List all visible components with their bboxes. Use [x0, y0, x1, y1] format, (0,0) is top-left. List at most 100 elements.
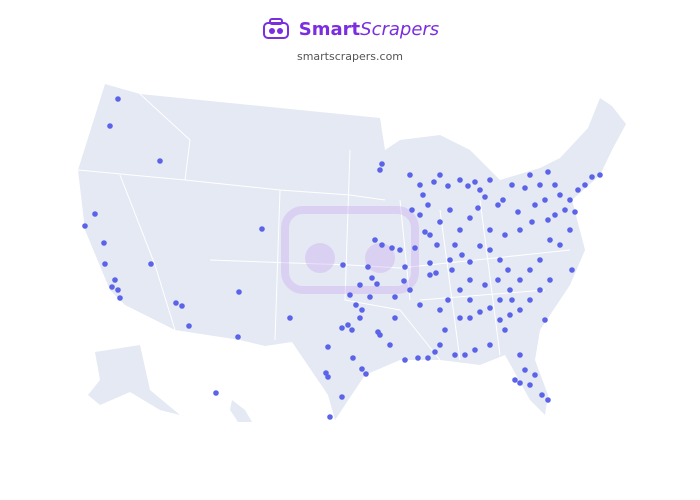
location-dot: [407, 287, 413, 293]
location-dot: [495, 202, 501, 208]
location-dot: [509, 182, 515, 188]
location-dot: [527, 297, 533, 303]
location-dot: [437, 219, 443, 225]
location-dot: [82, 223, 88, 229]
location-dot: [427, 232, 433, 238]
brand-name: SmartScrapers: [299, 19, 439, 40]
location-dot: [597, 172, 603, 178]
location-dot: [482, 282, 488, 288]
location-dot: [517, 277, 523, 283]
location-dot: [575, 187, 581, 193]
brand: SmartScrapers: [0, 18, 700, 40]
location-dot: [392, 294, 398, 300]
location-dot: [402, 264, 408, 270]
location-dot: [459, 252, 465, 258]
location-dot: [457, 227, 463, 233]
location-dot: [477, 309, 483, 315]
location-dot: [522, 367, 528, 373]
location-dot: [537, 287, 543, 293]
location-dot: [507, 312, 513, 318]
location-dot: [517, 307, 523, 313]
location-dot: [392, 315, 398, 321]
location-dot: [447, 207, 453, 213]
location-dot: [115, 287, 121, 293]
location-dot: [186, 323, 192, 329]
location-dot: [567, 197, 573, 203]
location-dot: [379, 242, 385, 248]
location-dot: [287, 315, 293, 321]
location-dot: [213, 390, 219, 396]
location-dot: [562, 207, 568, 213]
location-dot: [417, 302, 423, 308]
site-url: smartscrapers.com: [296, 50, 404, 63]
location-dot: [102, 261, 108, 267]
location-dot: [477, 243, 483, 249]
location-dot: [357, 282, 363, 288]
location-dot: [545, 217, 551, 223]
location-dot: [497, 297, 503, 303]
location-dot: [442, 327, 448, 333]
location-dot: [117, 295, 123, 301]
location-dot: [417, 182, 423, 188]
location-dot: [487, 177, 493, 183]
location-dot: [372, 237, 378, 243]
locations: [82, 96, 603, 420]
location-dot: [542, 197, 548, 203]
location-dot: [569, 267, 575, 273]
location-dot: [465, 183, 471, 189]
location-dot: [527, 382, 533, 388]
location-dot: [517, 352, 523, 358]
location-dot: [552, 212, 558, 218]
location-dot: [148, 261, 154, 267]
location-dot: [567, 227, 573, 233]
location-dot: [339, 394, 345, 400]
brand-bold: Smart: [298, 18, 361, 40]
location-dot: [420, 192, 426, 198]
mainland: [78, 84, 626, 420]
location-dot: [422, 229, 428, 235]
location-dot: [557, 242, 563, 248]
location-dot: [547, 237, 553, 243]
location-dot: [539, 392, 545, 398]
location-dot: [529, 219, 535, 225]
location-dot: [457, 177, 463, 183]
location-dot: [515, 209, 521, 215]
location-dot: [472, 179, 478, 185]
location-dot: [407, 172, 413, 178]
location-dot: [157, 158, 163, 164]
location-dot: [425, 202, 431, 208]
location-dot: [582, 182, 588, 188]
location-dot: [532, 202, 538, 208]
hawaii: [230, 400, 252, 422]
state-lines: [77, 93, 571, 361]
location-dot: [457, 315, 463, 321]
location-dot: [235, 334, 241, 340]
location-dot: [537, 257, 543, 263]
location-dot: [517, 227, 523, 233]
location-dot: [427, 272, 433, 278]
location-dot: [173, 300, 179, 306]
location-dot: [409, 207, 415, 213]
location-dot: [415, 355, 421, 361]
location-dot: [467, 259, 473, 265]
location-dot: [401, 278, 407, 284]
location-dot: [505, 267, 511, 273]
location-dot: [374, 281, 380, 287]
location-dot: [589, 174, 595, 180]
location-dot: [353, 302, 359, 308]
location-dot: [437, 342, 443, 348]
location-dot: [452, 352, 458, 358]
location-dot: [363, 371, 369, 377]
location-dot: [387, 342, 393, 348]
location-dot: [359, 307, 365, 313]
location-dot: [425, 355, 431, 361]
location-dot: [462, 352, 468, 358]
location-dot: [527, 267, 533, 273]
location-dot: [487, 227, 493, 233]
location-dot: [179, 303, 185, 309]
location-dot: [557, 192, 563, 198]
location-dot: [349, 327, 355, 333]
location-dot: [432, 349, 438, 355]
location-dot: [437, 172, 443, 178]
